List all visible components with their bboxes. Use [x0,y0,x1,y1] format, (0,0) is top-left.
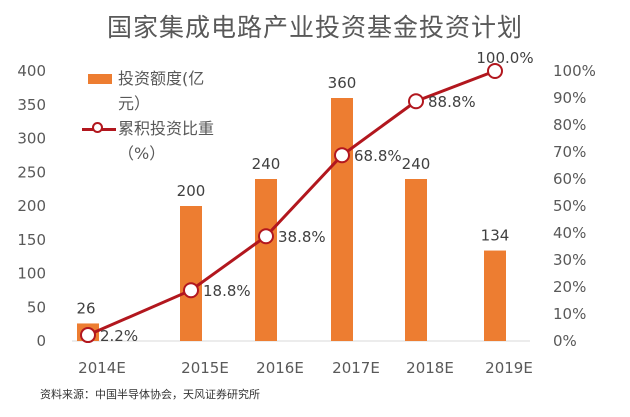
legend-item-line: 累积投资比重（%） [82,116,222,166]
right-axis-tick: 20% [553,278,586,296]
line-data-label: 68.8% [354,147,402,165]
left-axis-tick: 150 [17,231,46,249]
bar-data-label: 26 [76,299,95,317]
x-axis-tick: 2016E [256,359,304,377]
x-axis-tick: 2017E [332,359,380,377]
legend-label: 累积投资比重（%） [118,119,215,163]
left-axis-tick: 300 [17,130,46,148]
right-axis-tick: 10% [553,305,586,323]
line-series [87,69,496,337]
left-axis-tick: 200 [17,197,46,215]
right-axis-tick: 40% [553,224,586,242]
legend-item-bar: 投资额度(亿元） [82,66,222,116]
line-data-label: 2.2% [100,327,138,345]
bar [180,206,202,341]
right-axis-tick: 0% [553,332,577,350]
legend-label: 投资额度(亿元） [118,69,205,113]
bar-data-label: 360 [328,74,357,92]
left-axis-tick: 250 [17,163,46,181]
x-axis-tick: 2014E [78,359,126,377]
x-axis-tick: 2018E [406,359,454,377]
right-axis-tick: 70% [553,143,586,161]
bar [405,179,427,341]
bar-data-label: 134 [481,227,510,245]
line-point [408,93,424,110]
line-point [183,282,199,299]
legend: 投资额度(亿元） 累积投资比重（%） [82,66,222,166]
right-axis-tick: 60% [553,170,586,188]
x-axis-tick: 2015E [181,359,229,377]
source-note: 资料来源：中国半导体协会，天风证券研究所 [40,388,260,401]
left-axis-tick: 100 [17,265,46,283]
left-axis-tick: 0 [36,332,46,350]
line-point [334,147,350,164]
right-axis-tick: 80% [553,116,586,134]
line-point [80,327,96,344]
legend-marker-icon [92,122,103,133]
line-point [487,63,503,79]
bar [484,250,506,341]
legend-bar-swatch [88,74,112,84]
bar [255,179,277,341]
x-axis-tick: 2019E [485,359,533,377]
line-data-label: 38.8% [278,228,326,246]
bar-data-label: 200 [177,182,206,200]
bar-data-label: 240 [252,155,281,173]
line-point [258,228,274,245]
chart-title: 国家集成电路产业投资基金投资计划 [106,13,523,42]
bar-data-label: 240 [402,155,431,173]
line-data-label: 18.8% [203,282,251,300]
bar [331,98,353,341]
left-axis-tick: 350 [17,96,46,114]
left-axis-tick: 50 [27,298,46,316]
left-axis-tick: 400 [17,62,46,80]
right-axis-tick: 100% [553,62,596,80]
line-data-label: 88.8% [428,93,476,111]
right-axis-tick: 90% [553,89,586,107]
right-axis-tick: 30% [553,251,586,269]
line-data-label: 100.0% [476,49,533,67]
right-axis-tick: 50% [553,197,586,215]
